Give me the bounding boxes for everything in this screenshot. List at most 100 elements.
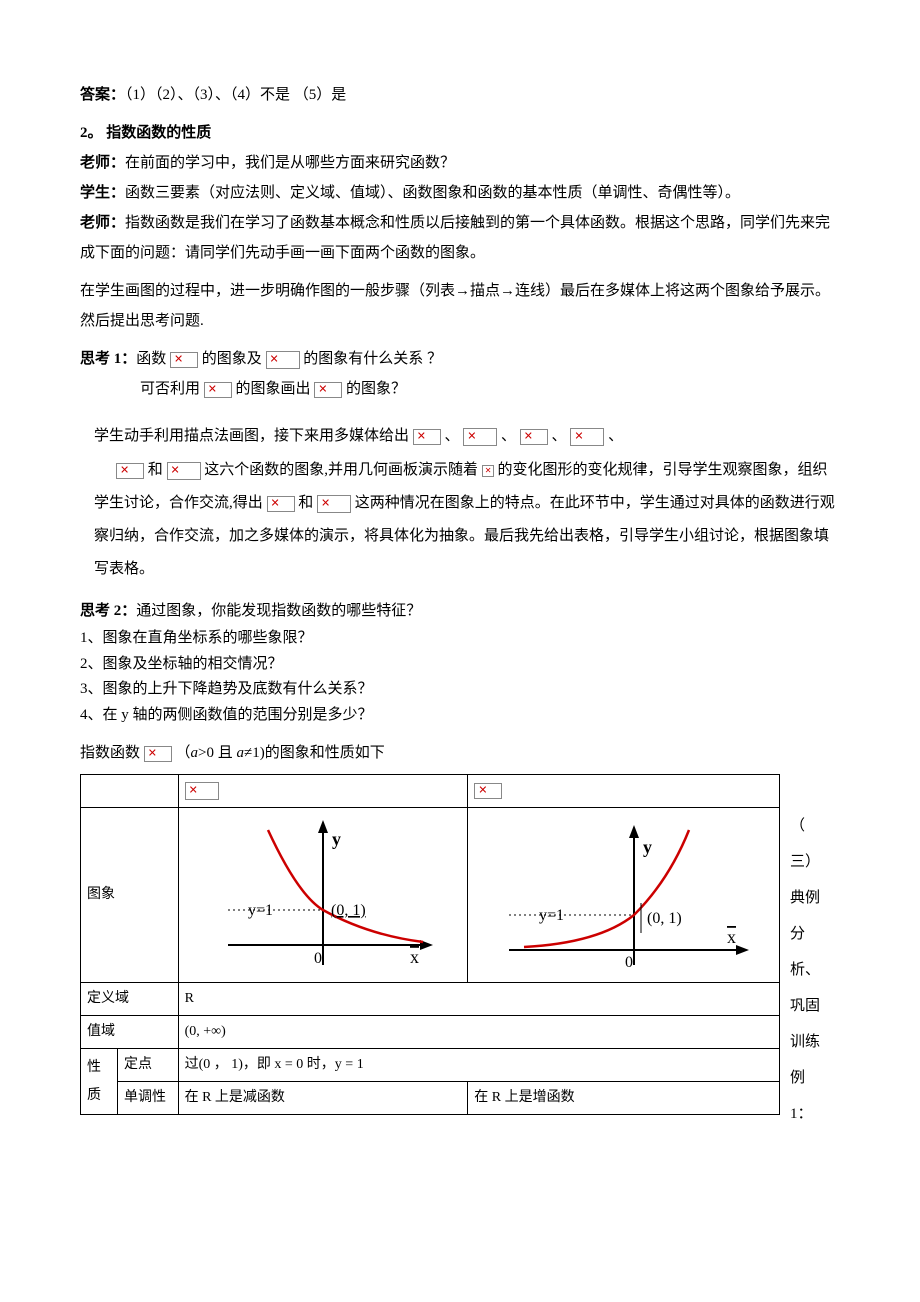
y-axis-label: y xyxy=(643,837,652,857)
properties-table: 图象 y=1 (0, 1) 0 x y xyxy=(80,774,780,1115)
teacher-line-1: 老师：在前面的学习中，我们是从哪些方面来研究函数？ xyxy=(80,148,840,178)
media-paragraph: 学生动手利用描点法画图，接下来用多媒体给出 、 、 、 、 xyxy=(80,418,840,454)
row-graph-label: 图象 xyxy=(81,808,179,983)
think2-item-1: 1、图象在直角坐标系的哪些象限？ xyxy=(80,626,840,652)
side-text-0: （ xyxy=(790,808,820,844)
side-text-2: 典例 xyxy=(790,880,820,916)
think1-l2a: 可否利用 xyxy=(140,381,204,397)
side-text-5: 巩固 xyxy=(790,988,820,1024)
ti-d: >0 且 xyxy=(198,745,236,761)
think1-l1b: 的图象及 xyxy=(198,351,266,367)
teacher-text-2: 指数函数是我们在学习了函数基本概念和性质以后接触到的第一个具体函数。根据这个思路… xyxy=(80,215,830,261)
graph-left-cell: y=1 (0, 1) 0 x y xyxy=(178,808,468,983)
answer-text: （1）（2）、（3）、（4）不是 （5）是 xyxy=(125,87,346,103)
ti-b: （ xyxy=(172,745,191,761)
media-c: 这六个函数的图象,并用几何画板演示随着 xyxy=(201,462,482,478)
ti-e: a xyxy=(237,745,245,761)
zero-label: 0 xyxy=(314,950,322,967)
think1-line2: 可否利用 的图象画出 的图象？ xyxy=(80,374,840,404)
header-right xyxy=(468,775,780,808)
graph-right-cell: y=1 (0, 1) 0 x y xyxy=(468,808,780,983)
origin-label: (0, 1) xyxy=(331,902,366,919)
think1-l2c: 的图象？ xyxy=(342,381,406,397)
formula-placeholder-icon xyxy=(167,462,201,480)
mono-right-text: 在 R 上是增函数 xyxy=(474,1090,574,1105)
range-value: (0, +∞) xyxy=(178,1016,779,1049)
formula-placeholder-icon xyxy=(317,495,351,513)
think2-item-4: 4、在 y 轴的两侧函数值的范围分别是多少？ xyxy=(80,703,840,729)
formula-placeholder-icon xyxy=(482,465,494,477)
student-text-1: 函数三要素（对应法则、定义域、值域）、函数图象和函数的基本性质（单调性、奇偶性等… xyxy=(125,185,740,201)
range-label: 值域 xyxy=(81,1016,179,1049)
side-text-7: 例 1： xyxy=(790,1060,820,1132)
formula-placeholder-icon xyxy=(266,351,300,369)
y1-label: y=1 xyxy=(248,902,273,919)
formula-placeholder-icon xyxy=(185,782,219,800)
section-2-heading: 2。 指数函数的性质 xyxy=(80,118,840,148)
y1-label: y=1 xyxy=(539,907,564,924)
table-row: 值域 (0, +∞) xyxy=(81,1016,780,1049)
answer-line: 答案：（1）（2）、（3）、（4）不是 （5）是 xyxy=(80,80,840,110)
table-row: 定义域 R xyxy=(81,983,780,1016)
draw-paragraph: 在学生画图的过程中，进一步明确作图的一般步骤（列表→描点→连线）最后在多媒体上将… xyxy=(80,276,840,336)
media-sep-2: 、 xyxy=(497,428,520,444)
media-a: 学生动手利用描点法画图，接下来用多媒体给出 xyxy=(94,428,413,444)
formula-placeholder-icon xyxy=(474,783,502,799)
table-row: 图象 y=1 (0, 1) 0 x y xyxy=(81,808,780,983)
answer-prefix: 答案： xyxy=(80,87,125,103)
side-column: （ 三） 典例 分 析、 巩固 训练 例 1： xyxy=(780,768,820,1132)
table-intro: 指数函数 （a>0 且 a≠1)的图象和性质如下 xyxy=(80,738,840,768)
media-sep-1: 、 xyxy=(441,428,464,444)
think1-label: 思考 1： xyxy=(80,351,136,367)
teacher-label: 老师： xyxy=(80,155,125,171)
formula-placeholder-icon xyxy=(204,382,232,398)
zero-label: 0 xyxy=(625,954,633,971)
y-axis-label: y xyxy=(332,829,341,849)
formula-placeholder-icon xyxy=(314,382,342,398)
props-label: 性质 xyxy=(81,1049,118,1115)
media-e: 和 xyxy=(295,495,318,511)
think1-l2b: 的图象画出 xyxy=(232,381,315,397)
think1-l1c: 的图象有什么关系 ？ xyxy=(300,351,443,367)
mono-left: 在 R 上是减函数 xyxy=(178,1082,468,1115)
mono-left-text: 在 R 上是减函数 xyxy=(185,1090,285,1105)
mono-label: 单调性 xyxy=(118,1082,179,1115)
teacher-text-1: 在前面的学习中，我们是从哪些方面来研究函数？ xyxy=(125,155,455,171)
side-text-3: 分 xyxy=(790,916,820,952)
side-text-6: 训练 xyxy=(790,1024,820,1060)
origin-label: (0, 1) xyxy=(647,910,682,927)
table-row: 性质 定点 过(0 ， 1)，即 x = 0 时，y = 1 xyxy=(81,1049,780,1082)
think2-item-3: 3、图象的上升下降趋势及底数有什么关系？ xyxy=(80,677,840,703)
formula-placeholder-icon xyxy=(144,746,172,762)
media-sep-3: 、 xyxy=(548,428,571,444)
think2-q: 通过图象，你能发现指数函数的哪些特征？ xyxy=(136,603,421,619)
domain-label: 定义域 xyxy=(81,983,179,1016)
ti-f: ≠1)的图象和性质如下 xyxy=(244,745,385,761)
media-paragraph-2: 和 这六个函数的图象,并用几何画板演示随着 的变化图形的变化规律，引导学生观察图… xyxy=(80,454,840,586)
fixed-value: 过(0 ， 1)，即 x = 0 时，y = 1 xyxy=(178,1049,779,1082)
formula-placeholder-icon xyxy=(170,352,198,368)
ti-a: 指数函数 xyxy=(80,745,144,761)
x-axis-label: x xyxy=(410,947,419,967)
formula-placeholder-icon xyxy=(463,428,497,446)
header-blank xyxy=(81,775,179,808)
fixed-label: 定点 xyxy=(118,1049,179,1082)
decreasing-graph: y=1 (0, 1) 0 x y xyxy=(198,815,448,975)
think2-item-2: 2、图象及坐标轴的相交情况？ xyxy=(80,652,840,678)
table-side-wrapper: 图象 y=1 (0, 1) 0 x y xyxy=(80,768,840,1132)
side-text-4: 析、 xyxy=(790,952,820,988)
student-label: 学生： xyxy=(80,185,125,201)
domain-value: R xyxy=(178,983,779,1016)
table-row: 单调性 在 R 上是减函数 在 R 上是增函数 xyxy=(81,1082,780,1115)
think1-l1a: 函数 xyxy=(136,351,170,367)
formula-placeholder-icon xyxy=(116,463,144,479)
side-text-1: 三） xyxy=(790,844,820,880)
x-axis-label: x xyxy=(727,927,736,947)
think2-label: 思考 2： xyxy=(80,603,136,619)
mono-right: 在 R 上是增函数 xyxy=(468,1082,780,1115)
formula-placeholder-icon xyxy=(413,429,441,445)
table-row xyxy=(81,775,780,808)
think2-line: 思考 2：通过图象，你能发现指数函数的哪些特征？ xyxy=(80,596,840,626)
formula-placeholder-icon xyxy=(267,496,295,512)
ti-c: a xyxy=(191,745,199,761)
